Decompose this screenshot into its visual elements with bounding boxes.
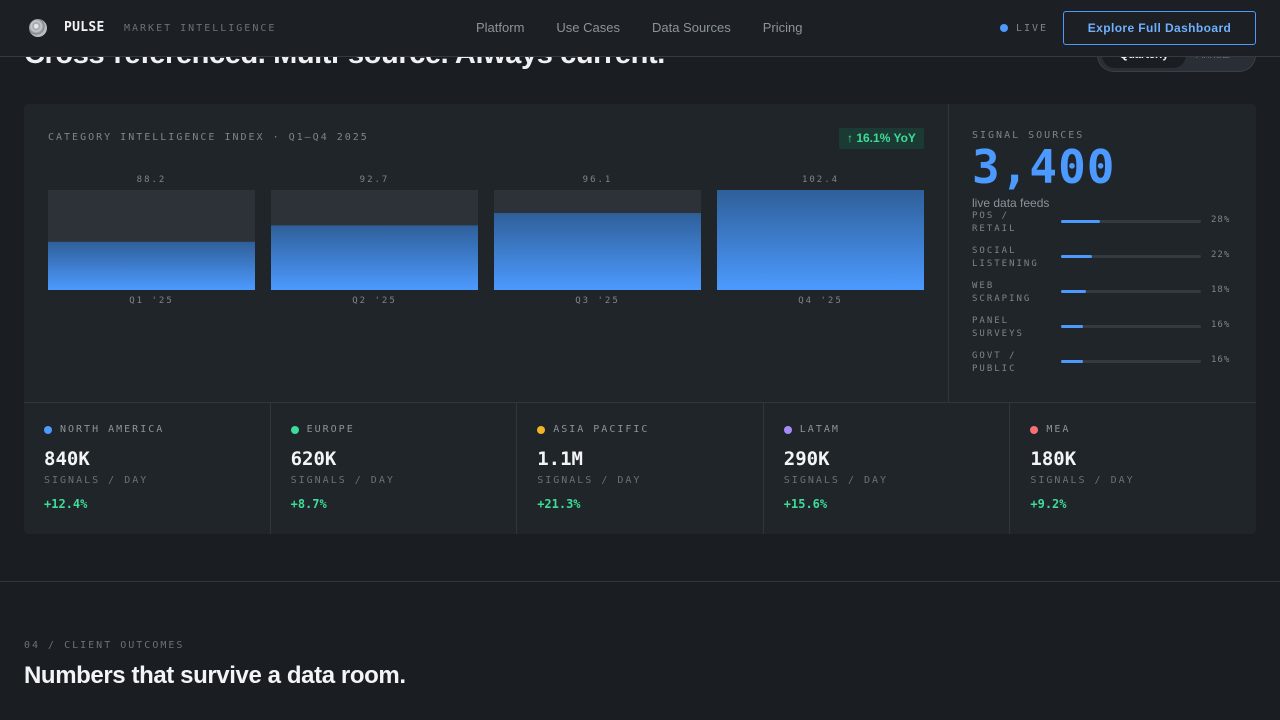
source-bar-fill <box>1061 255 1092 258</box>
region-dot <box>290 426 299 434</box>
region-value: 180K <box>1030 448 1077 470</box>
region-name: NORTH AMERICA <box>60 424 165 435</box>
source-bar-fill <box>1061 290 1087 293</box>
region-unit: SIGNALS / DAY <box>783 475 889 486</box>
nav-link-data-sources[interactable]: Data Sources <box>651 20 731 35</box>
region-card-asia-pacific: ASIA PACIFIC 1.1M SIGNALS / DAY +21.3% <box>517 403 764 534</box>
bar[interactable] <box>717 190 924 290</box>
bar-chart-svg: 88.2 Q1 '25 92.7 Q2 '25 96.1 Q3 '25 102.4 Q4 '2… <box>48 175 924 306</box>
bar-value-label: 88.2 <box>137 175 167 185</box>
source-name: SOCIAL LISTENING <box>972 246 1039 269</box>
bar[interactable] <box>271 225 478 290</box>
region-delta: +8.7% <box>290 497 327 511</box>
region-name: EUROPE <box>306 424 355 435</box>
source-row: POS / RETAIL 28% <box>972 210 1232 238</box>
region-delta: +15.6% <box>783 497 828 511</box>
nav-link-pricing[interactable]: Pricing <box>762 20 803 35</box>
region-delta: +12.4% <box>44 497 88 511</box>
bar-category-label: Q4 '25 <box>798 296 843 306</box>
live-indicator-dot <box>1000 24 1008 32</box>
source-percent: 22% <box>1211 250 1231 260</box>
source-bar-track <box>1061 220 1201 223</box>
region-dot <box>783 426 792 434</box>
section-eyebrow: 04 / CLIENT OUTCOMES <box>24 640 185 651</box>
region-dot <box>1030 426 1039 434</box>
brand-name[interactable]: PULSE <box>64 20 105 35</box>
region-value: 620K <box>290 448 337 470</box>
source-name: POS / RETAIL <box>972 211 1017 234</box>
region-card-north-america: NORTH AMERICA 840K SIGNALS / DAY +12.4% <box>24 403 271 534</box>
source-percent: 18% <box>1211 285 1231 295</box>
signal-sources-count: 3,400 <box>972 140 1116 194</box>
region-delta: +9.2% <box>1030 497 1067 511</box>
bar-value-label: 96.1 <box>583 175 613 185</box>
bar[interactable] <box>494 212 701 290</box>
index-chart: CATEGORY INTELLIGENCE INDEX · Q1–Q4 2025… <box>24 104 949 402</box>
source-percent: 16% <box>1211 355 1231 365</box>
region-name: MEA <box>1046 424 1071 435</box>
brand-tagline: MARKET INTELLIGENCE <box>124 23 277 34</box>
logo-icon[interactable] <box>29 19 47 37</box>
signal-sources-label: SIGNAL SOURCES <box>972 130 1085 141</box>
region-dot <box>537 426 546 434</box>
bar-value-label: 92.7 <box>360 175 390 185</box>
region-value: 840K <box>44 448 90 470</box>
source-bar-track <box>1061 255 1201 258</box>
region-value: 1.1M <box>537 448 583 470</box>
source-percent: 28% <box>1211 215 1231 225</box>
source-row: SOCIAL LISTENING 22% <box>972 245 1232 273</box>
source-bar-track <box>1061 360 1201 363</box>
bar-category-label: Q1 '25 <box>129 296 174 306</box>
yoy-badge: ↑ 16.1% YoY <box>839 128 924 149</box>
bar[interactable] <box>48 241 255 290</box>
section-title: Numbers that survive a data room. <box>24 662 406 689</box>
source-bar-fill <box>1061 220 1101 223</box>
top-nav: PULSE MARKET INTELLIGENCE Platform Use C… <box>0 0 1280 57</box>
region-dot <box>44 426 52 434</box>
source-bar-fill <box>1061 325 1084 328</box>
source-bar-fill <box>1061 360 1084 363</box>
chart-title: CATEGORY INTELLIGENCE INDEX · Q1–Q4 2025 <box>48 132 369 143</box>
region-name: ASIA PACIFIC <box>553 424 650 435</box>
bar-value-label: 102.4 <box>802 175 839 185</box>
region-delta: +21.3% <box>537 497 581 511</box>
source-bar-track <box>1061 325 1201 328</box>
region-name: LATAM <box>799 424 840 435</box>
region-card-latam: LATAM 290K SIGNALS / DAY +15.6% <box>764 403 1011 534</box>
source-row: GOVT / PUBLIC 16% <box>972 350 1232 378</box>
explore-dashboard-button[interactable]: Explore Full Dashboard <box>1063 11 1256 45</box>
panel-divider-horizontal <box>24 402 1256 403</box>
signal-sources-subtitle: live data feeds <box>972 196 1050 210</box>
live-label: LIVE <box>1016 23 1049 34</box>
section-divider <box>0 581 1280 582</box>
region-unit: SIGNALS / DAY <box>290 475 395 486</box>
nav-link-platform[interactable]: Platform <box>476 20 525 35</box>
signal-sources: SIGNAL SOURCES 3,400 live data feeds POS… <box>972 104 1256 402</box>
panel-divider <box>948 104 949 402</box>
region-card-europe: EUROPE 620K SIGNALS / DAY +8.7% <box>271 403 518 534</box>
source-percent: 16% <box>1211 320 1231 330</box>
bar-category-label: Q3 '25 <box>575 296 620 306</box>
source-row: PANEL SURVEYS 16% <box>972 315 1232 343</box>
region-unit: SIGNALS / DAY <box>1030 475 1135 486</box>
region-unit: SIGNALS / DAY <box>537 475 642 486</box>
source-name: PANEL SURVEYS <box>972 316 1024 339</box>
bar-category-label: Q2 '25 <box>352 296 397 306</box>
nav-link-use-cases[interactable]: Use Cases <box>556 20 620 35</box>
source-name: WEB SCRAPING <box>972 281 1032 304</box>
source-bar-track <box>1061 290 1201 293</box>
region-card-mea: MEA 180K SIGNALS / DAY +9.2% <box>1010 403 1256 534</box>
dashboard-panel: CATEGORY INTELLIGENCE INDEX · Q1–Q4 2025… <box>24 104 1256 534</box>
regions-row: NORTH AMERICA 840K SIGNALS / DAY +12.4% … <box>24 403 1256 534</box>
source-row: WEB SCRAPING 18% <box>972 280 1232 308</box>
region-value: 290K <box>783 448 830 470</box>
nav-links: Platform Use Cases Data Sources Pricing <box>476 20 803 35</box>
source-name: GOVT / PUBLIC <box>972 351 1017 374</box>
region-unit: SIGNALS / DAY <box>44 475 149 486</box>
